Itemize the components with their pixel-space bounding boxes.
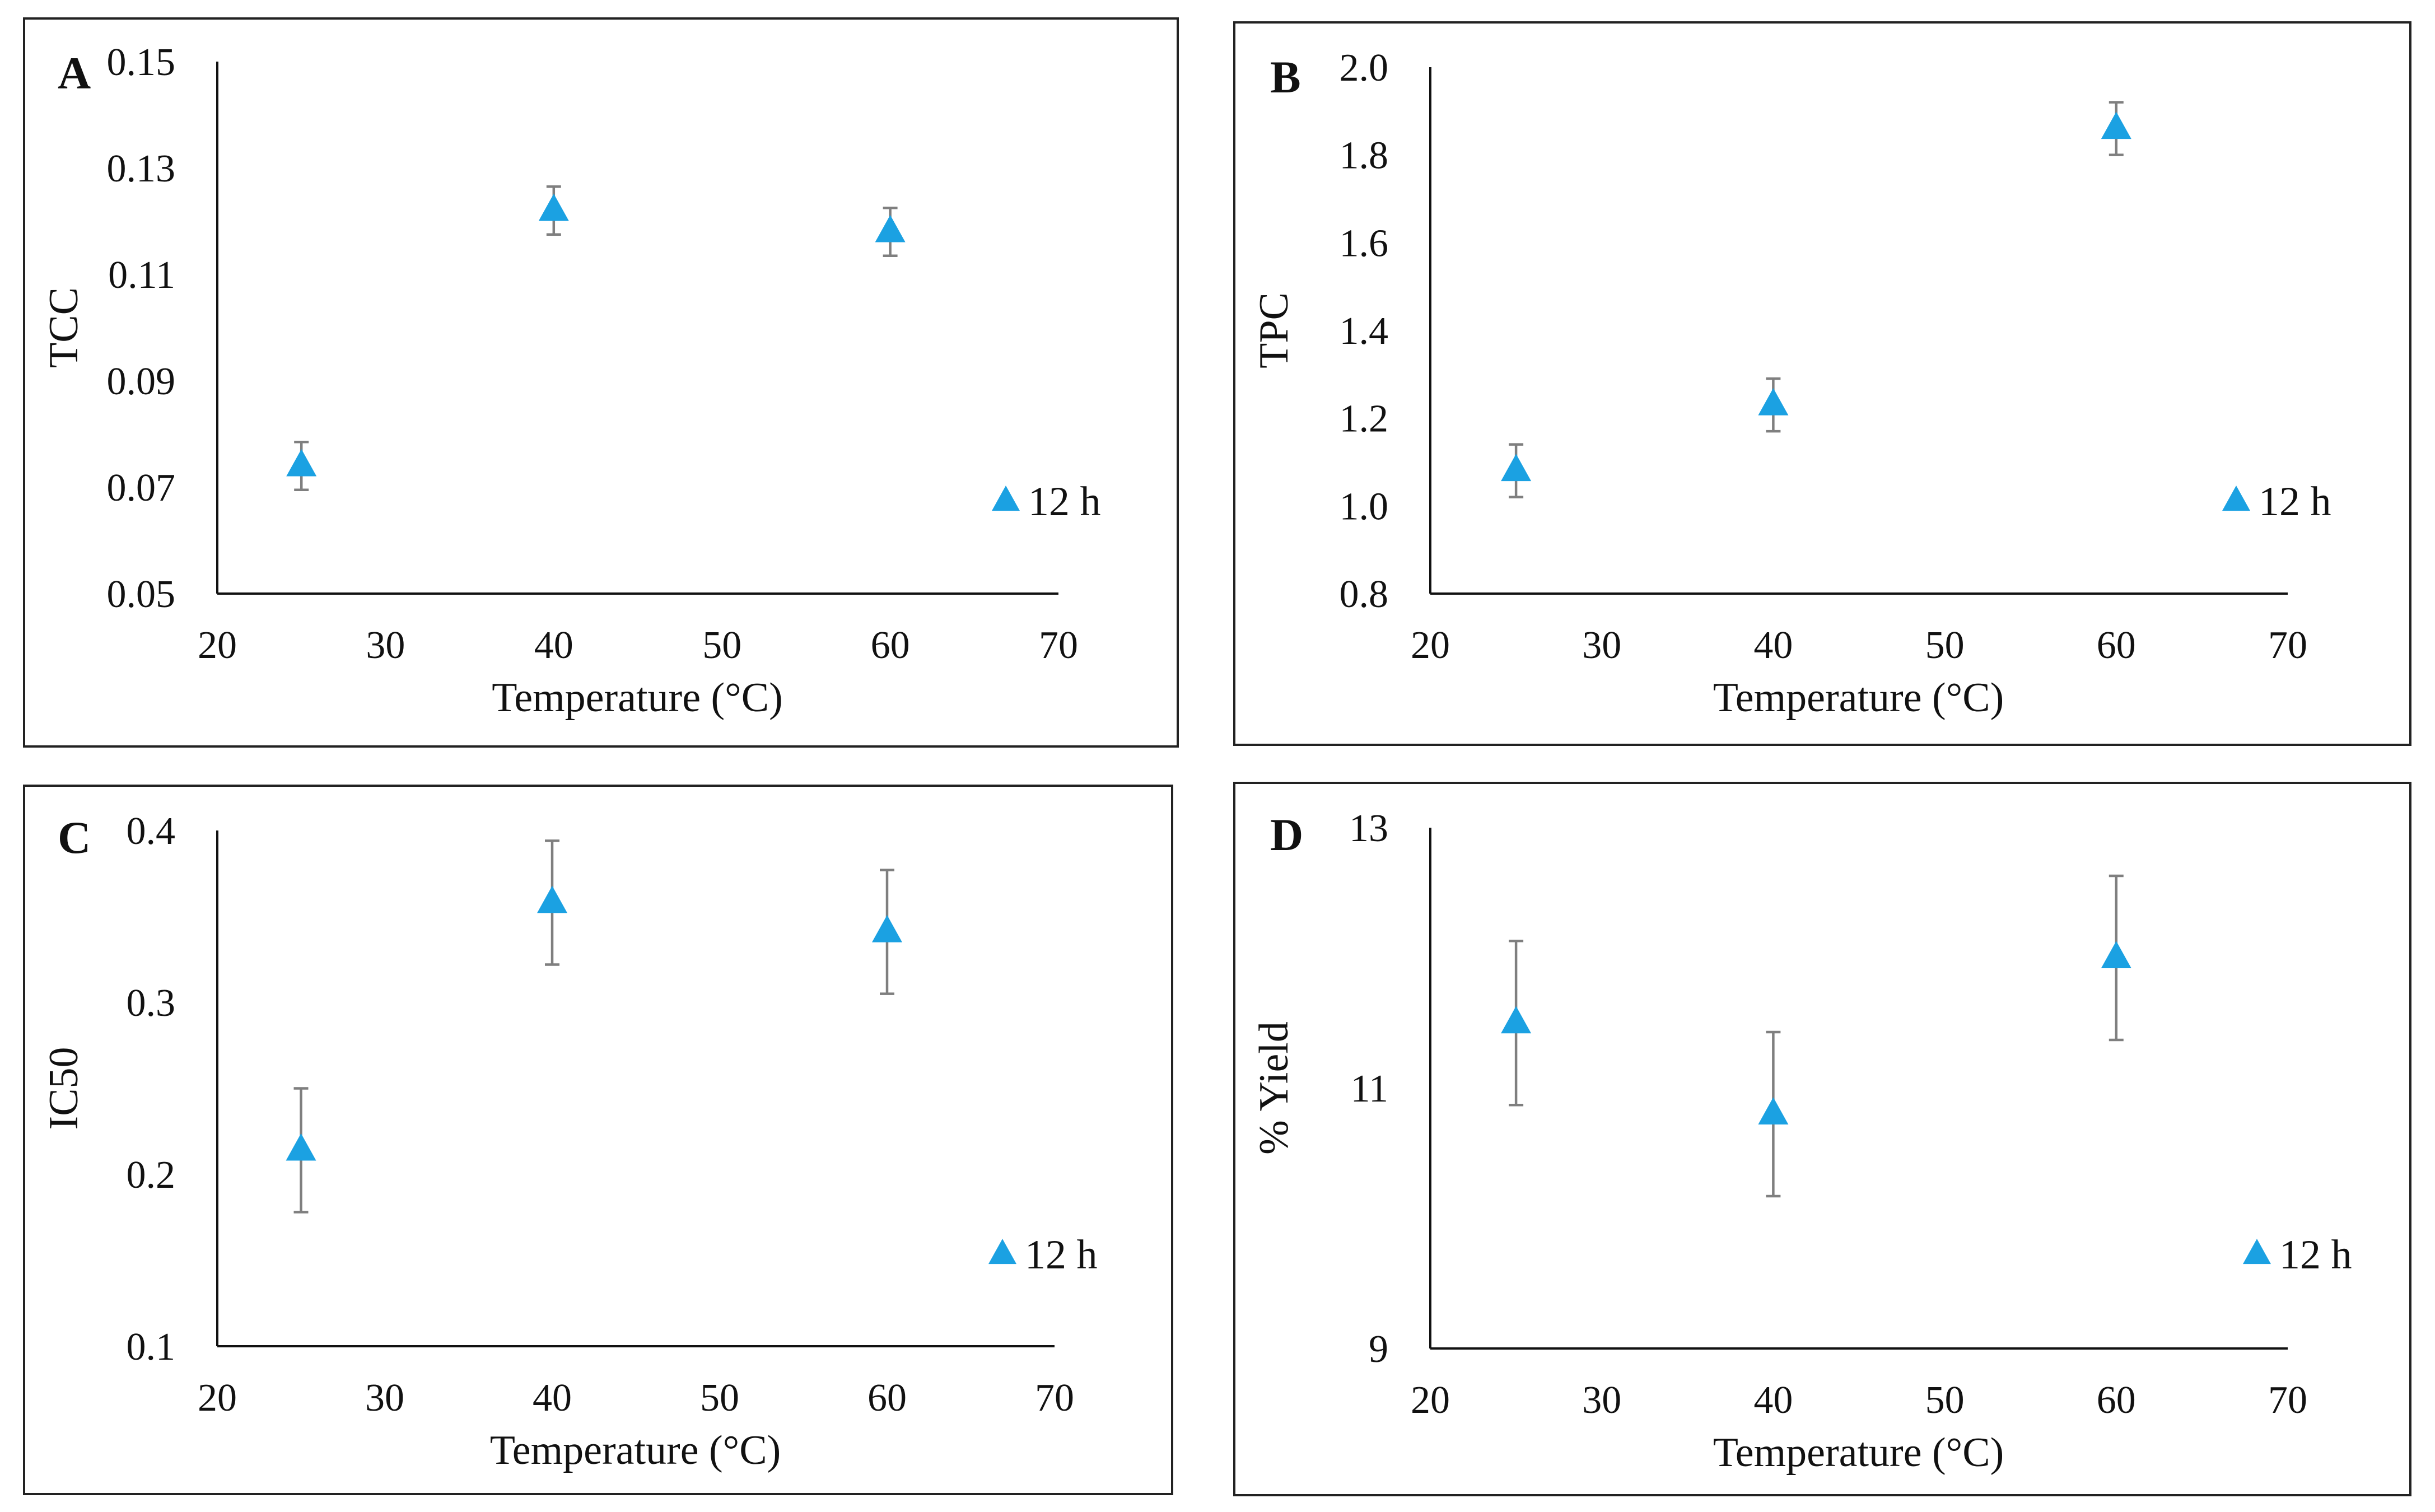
panel-b-x-tick-label: 50 — [1925, 624, 1965, 667]
panel-a-x-tick-label: 70 — [1039, 624, 1078, 667]
panel-a-letter: A — [58, 48, 91, 99]
panel-d-x-tick-label: 20 — [1411, 1379, 1450, 1422]
panel-b-x-tick-label: 20 — [1411, 624, 1450, 667]
panel-c-x-tick-label: 20 — [198, 1376, 237, 1420]
panel-d-letter: D — [1270, 809, 1303, 860]
panel-c-legend: 12 h — [988, 1232, 1098, 1278]
panel-c-x-tick-label: 70 — [1035, 1376, 1074, 1420]
panel-b-y-axis-title: TPC — [1251, 292, 1297, 368]
panel-a-x-tick-label: 30 — [366, 624, 405, 667]
panel-a-legend-label: 12 h — [1028, 479, 1101, 525]
panel-a-x-tick-label: 50 — [702, 624, 741, 667]
panel-a-data-point — [875, 214, 906, 242]
panel-c-data-point — [537, 885, 567, 913]
panel-c-x-tick-label: 60 — [867, 1376, 907, 1420]
panel-a-y-tick-label: 0.07 — [107, 466, 176, 510]
panel-d-data-point — [2101, 941, 2131, 968]
panel-a-y-axis-title: TCC — [41, 287, 87, 368]
panel-c-legend-label: 12 h — [1025, 1232, 1098, 1278]
panel-a-legend: 12 h — [992, 479, 1101, 525]
panel-b-y-tick-label: 1.4 — [1340, 310, 1389, 353]
panel-b-y-tick-label: 1.2 — [1340, 398, 1389, 441]
panel-c-frame — [23, 785, 1173, 1495]
panel-b-y-tick-label: 2.0 — [1340, 46, 1389, 90]
panel-c-x-tick-label: 50 — [700, 1376, 739, 1420]
panel-c-data-point — [872, 914, 902, 942]
panel-b-data-point — [1758, 388, 1789, 416]
panel-b-data-point — [1501, 454, 1532, 482]
panel-a: 20 30 40 50 60 70 0.05 0.07 0.09 0.11 0.13 0.15 Temp… — [23, 17, 1179, 748]
panel-a-y-tick-label: 0.13 — [107, 147, 176, 190]
panel-d-x-tick-label: 40 — [1753, 1379, 1793, 1422]
panel-d-x-tick-label: 70 — [2268, 1379, 2307, 1422]
panel-d-x-axis-title: Temperature (°C) — [1713, 1430, 2004, 1476]
panel-c-data-point — [286, 1133, 316, 1161]
panel-c-legend-marker — [988, 1239, 1016, 1264]
panel-d-data-point — [1758, 1097, 1789, 1124]
panel-a-data-point — [538, 193, 569, 221]
panel-a-y-tick-label: 0.09 — [107, 360, 176, 403]
panel-b-legend-marker — [2222, 486, 2250, 511]
panel-d-x-tick-label: 30 — [1582, 1379, 1621, 1422]
panel-d-x-tick-label: 50 — [1925, 1379, 1965, 1422]
panel-c-x-tick-label: 30 — [365, 1376, 404, 1420]
panel-a-x-tick-label: 20 — [198, 624, 237, 667]
panel-c-y-tick-label: 0.4 — [127, 810, 176, 853]
panel-c-y-tick-label: 0.3 — [127, 982, 176, 1025]
panel-c-x-tick-label: 40 — [533, 1376, 572, 1420]
panel-d-y-tick-label: 9 — [1369, 1328, 1388, 1371]
panel-d-data-point — [1501, 1006, 1532, 1034]
panel-c-y-axis-title: IC50 — [41, 1047, 87, 1130]
panel-d-y-axis-title: % Yield — [1251, 1021, 1297, 1155]
panel-b-legend-label: 12 h — [2259, 479, 2331, 525]
panel-a-data-point — [286, 449, 317, 477]
panel-d-y-tick-label: 11 — [1351, 1067, 1388, 1110]
panel-c: 20 30 40 50 60 70 0.1 0.2 0.3 0.4 Temperature (°C)… — [23, 785, 1173, 1495]
panel-c-y-tick-label: 0.2 — [127, 1154, 176, 1197]
panel-b-y-tick-label: 1.6 — [1340, 222, 1389, 265]
panel-b-y-tick-label: 1.8 — [1340, 134, 1389, 178]
panel-b-x-tick-label: 40 — [1753, 624, 1793, 667]
panel-b-y-tick-label: 1.0 — [1340, 485, 1389, 528]
panel-b-letter: B — [1270, 52, 1301, 102]
panel-d: 20 30 40 50 60 70 9 11 13 Temperature (°C) % Yield… — [1233, 782, 2411, 1496]
panel-a-y-tick-label: 0.15 — [107, 41, 176, 84]
panel-c-letter: C — [58, 812, 91, 863]
panel-a-x-tick-label: 60 — [871, 624, 910, 667]
panel-a-x-tick-label: 40 — [534, 624, 573, 667]
panel-b-y-tick-label: 0.8 — [1340, 573, 1389, 616]
panel-d-legend: 12 h — [2243, 1232, 2352, 1278]
panel-c-x-axis-title: Temperature (°C) — [490, 1427, 781, 1473]
panel-b: 20 30 40 50 60 70 0.8 1.0 1.2 1.4 1.6 1.8 2.0 Tempera… — [1233, 21, 2411, 746]
panel-b-legend: 12 h — [2222, 479, 2331, 525]
panel-b-x-axis-title: Temperature (°C) — [1713, 675, 2004, 721]
panel-b-x-tick-label: 60 — [2097, 624, 2136, 667]
panel-d-legend-marker — [2243, 1239, 2271, 1264]
panel-a-y-tick-label: 0.05 — [107, 573, 176, 616]
panel-a-y-tick-label: 0.11 — [108, 254, 175, 297]
panel-a-frame — [23, 17, 1179, 748]
panel-b-x-tick-label: 70 — [2268, 624, 2307, 667]
panel-a-legend-marker — [992, 486, 1020, 511]
panel-d-y-tick-label: 13 — [1349, 807, 1388, 850]
panel-b-data-point — [2101, 111, 2131, 139]
panel-b-x-tick-label: 30 — [1582, 624, 1621, 667]
panel-a-x-axis-title: Temperature (°C) — [492, 675, 783, 721]
panel-d-legend-label: 12 h — [2279, 1232, 2352, 1278]
panel-d-x-tick-label: 60 — [2097, 1379, 2136, 1422]
panel-c-y-tick-label: 0.1 — [127, 1326, 176, 1369]
